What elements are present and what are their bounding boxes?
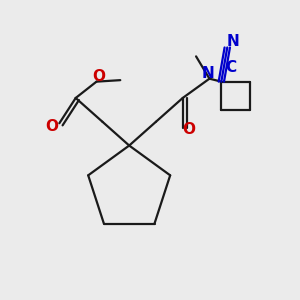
Text: O: O: [45, 119, 58, 134]
Text: O: O: [183, 122, 196, 137]
Text: N: N: [202, 66, 214, 81]
Text: C: C: [225, 60, 236, 75]
Text: N: N: [226, 34, 239, 49]
Text: O: O: [92, 69, 105, 84]
